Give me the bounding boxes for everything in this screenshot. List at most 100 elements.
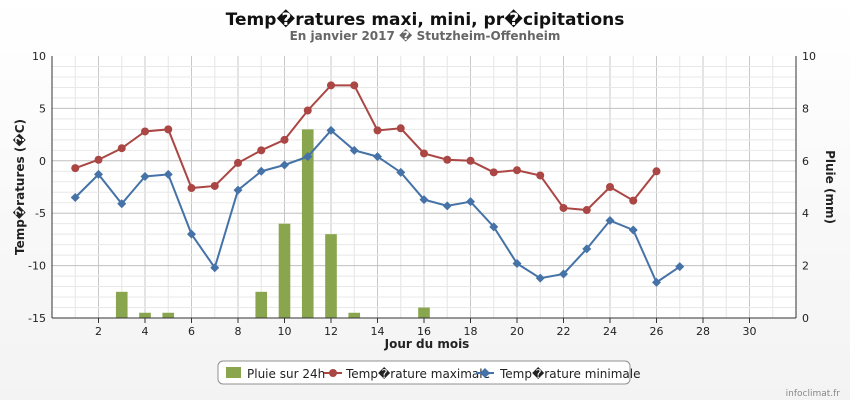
max-temp-line (74, 84, 658, 212)
x-tick-label: 16 (417, 325, 431, 338)
x-tick-label: 26 (650, 325, 664, 338)
min-temp-point[interactable] (675, 262, 685, 272)
rain-bar[interactable] (139, 312, 151, 318)
max-temp-point[interactable] (257, 146, 266, 155)
rain-bar[interactable] (162, 312, 175, 318)
axes (51, 56, 797, 323)
min-temp-point[interactable] (582, 244, 592, 254)
min-temp-point[interactable] (303, 152, 313, 162)
legend: Pluie sur 24h Temp�rature maximale Temp�… (217, 360, 640, 385)
max-temp-point[interactable] (513, 166, 521, 175)
legend-item-rain[interactable]: Pluie sur 24h (226, 367, 325, 381)
min-temp-point[interactable] (652, 277, 661, 287)
max-temp-point[interactable] (141, 127, 149, 136)
x-tick-label: 14 (371, 325, 385, 338)
rain-bar[interactable] (115, 291, 128, 318)
max-temp-point[interactable] (280, 135, 289, 144)
x-axis-label: Jour du mois (384, 337, 470, 351)
rain-bar[interactable] (348, 312, 361, 318)
max-temp-point[interactable] (443, 155, 452, 164)
min-temp-point[interactable] (489, 222, 499, 232)
y-left-tick-label: 10 (32, 50, 46, 63)
y-right-axis-label: Pluie (mm) (823, 150, 837, 224)
max-temp-point[interactable] (117, 144, 126, 153)
min-temp-point[interactable] (419, 195, 429, 205)
y-right-tick-label: 6 (802, 155, 809, 168)
x-tick-label: 24 (603, 325, 617, 338)
legend-rain-swatch (226, 367, 241, 378)
max-temp-point[interactable] (582, 206, 591, 215)
max-temp-point[interactable] (94, 155, 103, 164)
max-temp-point[interactable] (652, 167, 661, 176)
min-temp-point[interactable] (396, 167, 406, 177)
chart-subtitle: En janvier 2017 � Stutzheim-Offenheim (290, 28, 561, 43)
y-left-tick-label: -5 (35, 207, 46, 220)
y-left-tick-label: 5 (39, 102, 46, 115)
x-tick-label: 28 (696, 325, 710, 338)
x-tick-label: 18 (464, 325, 478, 338)
max-temp-point[interactable] (164, 125, 173, 134)
chart-title: Temp�ratures maxi, mini, pr�cipitations (226, 9, 625, 30)
x-tick-label: 6 (188, 325, 195, 338)
max-temp-point[interactable] (629, 196, 638, 205)
max-temp-point[interactable] (606, 183, 614, 191)
min-temp-point[interactable] (163, 169, 173, 179)
legend-item-min[interactable]: Temp�rature minimale (476, 367, 640, 381)
legend-max-marker (329, 369, 337, 377)
y-right-tick-label: 4 (802, 207, 809, 220)
rain-bar[interactable] (301, 129, 314, 318)
legend-min-marker (480, 368, 490, 378)
max-temp-point[interactable] (350, 81, 359, 90)
min-temp-point[interactable] (256, 166, 266, 176)
min-temp-point[interactable] (280, 160, 289, 170)
rain-bar[interactable] (418, 307, 430, 318)
x-tick-label: 10 (278, 325, 292, 338)
y-left-tick-label: 0 (39, 155, 46, 168)
min-temp-point[interactable] (349, 145, 359, 155)
x-tick-label: 12 (324, 325, 338, 338)
min-temp-point[interactable] (373, 152, 382, 162)
y-right-tick-label: 10 (802, 50, 816, 63)
max-temp-point[interactable] (71, 164, 80, 173)
min-temp-point[interactable] (512, 259, 522, 269)
y-right-tick-label: 8 (802, 102, 809, 115)
max-temp-point[interactable] (559, 203, 568, 212)
min-temp-point[interactable] (210, 263, 220, 273)
rain-bar[interactable] (278, 223, 291, 318)
min-temp-point[interactable] (559, 269, 568, 279)
max-temp-point[interactable] (187, 184, 196, 193)
min-temp-point[interactable] (628, 225, 638, 235)
max-temp-point[interactable] (327, 81, 335, 90)
min-temp-point[interactable] (466, 197, 475, 207)
max-temp-point[interactable] (210, 181, 219, 190)
max-temp-point[interactable] (420, 149, 428, 158)
legend-item-max[interactable]: Temp�rature maximale (324, 367, 490, 381)
max-temp-point[interactable] (536, 171, 545, 180)
min-temp-point[interactable] (535, 273, 545, 283)
min-temp-point[interactable] (94, 169, 103, 179)
min-temp-point[interactable] (233, 185, 243, 195)
min-temp-point[interactable] (326, 125, 336, 135)
max-temp-point[interactable] (303, 106, 312, 115)
x-tick-label: 2 (95, 325, 102, 338)
max-temp-point[interactable] (396, 124, 405, 133)
max-temp-point[interactable] (489, 168, 498, 177)
x-tick-label: 4 (142, 325, 149, 338)
min-temp-point[interactable] (187, 229, 196, 239)
credit[interactable]: infoclimat.fr (786, 389, 841, 399)
y-right-tick-label: 0 (802, 312, 809, 325)
max-temp-point[interactable] (373, 126, 382, 135)
min-temp-point[interactable] (605, 216, 615, 226)
x-tick-labels: 2 4 6 8 10 12 14 16 18 20 22 24 26 28 30 (95, 325, 757, 338)
legend-max-label: Temp�rature maximale (345, 367, 490, 381)
legend-rain-label: Pluie sur 24h (247, 367, 325, 381)
max-temp-point[interactable] (466, 156, 475, 165)
max-temp-point[interactable] (234, 158, 242, 167)
min-temp-point[interactable] (442, 201, 452, 211)
min-temp-point[interactable] (140, 172, 150, 182)
min-temp-point[interactable] (117, 199, 127, 209)
rain-bar[interactable] (255, 291, 268, 318)
rain-bar[interactable] (325, 234, 337, 318)
min-temp-point[interactable] (70, 192, 80, 202)
